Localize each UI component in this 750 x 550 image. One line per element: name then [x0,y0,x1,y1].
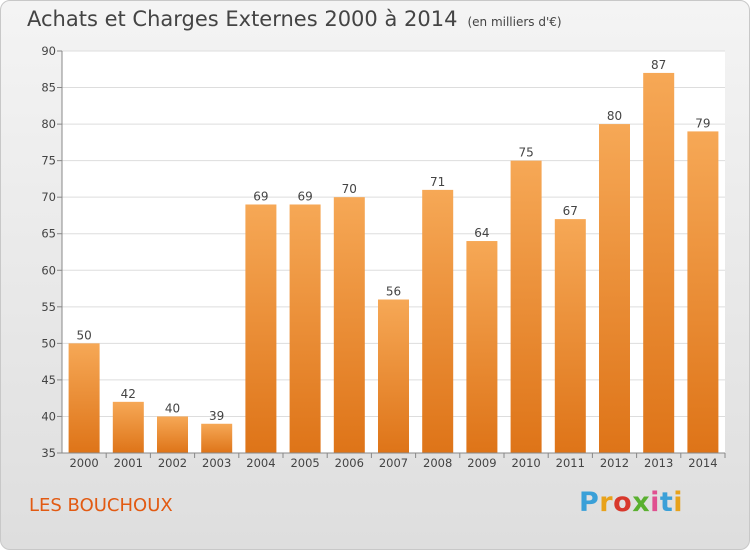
y-tick-label: 90 [41,44,56,58]
y-tick-label: 45 [41,373,56,387]
bar-2010 [510,160,542,454]
logo-letter: r [599,487,614,518]
bar-2002 [157,416,188,453]
x-tick-label: 2010 [511,456,540,470]
y-tick-label: 65 [41,227,56,241]
y-tick-label: 75 [41,154,56,168]
x-tick-label: 2008 [423,456,452,470]
x-tick-label: 2009 [467,456,496,470]
x-tick-label: 2004 [246,456,275,470]
bar-2005 [289,204,321,453]
axes: 35 40 45 50 55 60 65 70 75 80 85 90 2000 2001 2002 2003… [41,44,726,470]
logo-letter: o [613,487,633,518]
data-label: 40 [165,401,180,415]
x-tick-label: 2014 [688,456,717,470]
x-tick-label: 2002 [158,456,187,470]
data-label: 79 [695,116,710,130]
bar-2013 [643,72,675,453]
bar-2007 [378,299,409,453]
bar-2003 [201,423,233,453]
data-label: 42 [121,387,136,401]
bars [68,72,719,454]
bar-2006 [333,197,365,453]
y-tick-label: 80 [41,117,56,131]
x-tick-label: 2007 [379,456,408,470]
data-labels: 50 42 40 39 69 69 70 56 71 64 75 67 80 87 79 [76,58,710,423]
data-label: 75 [518,146,533,160]
chart-unit: (en milliers d'€) [467,15,562,29]
y-tick-label: 70 [41,190,56,204]
y-tick-label: 85 [41,81,56,95]
data-label: 56 [386,285,401,299]
bar-2008 [422,189,454,453]
x-tick-label: 2011 [556,456,585,470]
data-label: 69 [253,189,268,203]
bar-2009 [466,241,498,453]
x-tick-label: 2003 [202,456,231,470]
data-label: 70 [342,182,357,196]
y-tick-label: 50 [41,336,56,350]
x-tick-label: 2012 [600,456,629,470]
data-label: 80 [607,109,622,123]
x-tick-label: 2005 [290,456,319,470]
data-label: 50 [76,328,91,342]
bar-2014 [687,131,719,453]
y-tick-label: 60 [41,263,56,277]
logo-letter: i [650,487,660,518]
chart-title-text: Achats et Charges Externes 2000 à 2014 [27,7,458,31]
x-tick-label: 2000 [69,456,98,470]
data-label: 64 [474,226,489,240]
commune-name: LES BOUCHOUX [29,495,173,516]
x-tick-label: 2006 [335,456,364,470]
data-label: 71 [430,175,445,189]
bar-2012 [599,124,630,453]
x-tick-label: 2013 [644,456,673,470]
data-label: 39 [209,409,224,423]
data-label: 87 [651,58,666,72]
data-label: 69 [297,189,312,203]
logo-letter: P [579,487,600,518]
bar-2011 [554,219,586,453]
logo-letter: t [659,487,674,518]
logo-letter: i [673,487,684,518]
logo-letter: x [632,487,651,518]
y-tick-label: 40 [41,409,56,423]
bar-2000 [68,343,100,453]
bar-2004 [245,204,277,453]
x-tick-label: 2001 [114,456,143,470]
proxiti-logo: Proxiti [579,487,683,518]
data-label: 67 [563,204,578,218]
bar-2001 [112,401,144,453]
y-tick-label: 35 [41,446,56,460]
chart-title: Achats et Charges Externes 2000 à 2014 (e… [27,7,562,31]
y-tick-label: 55 [41,300,56,314]
